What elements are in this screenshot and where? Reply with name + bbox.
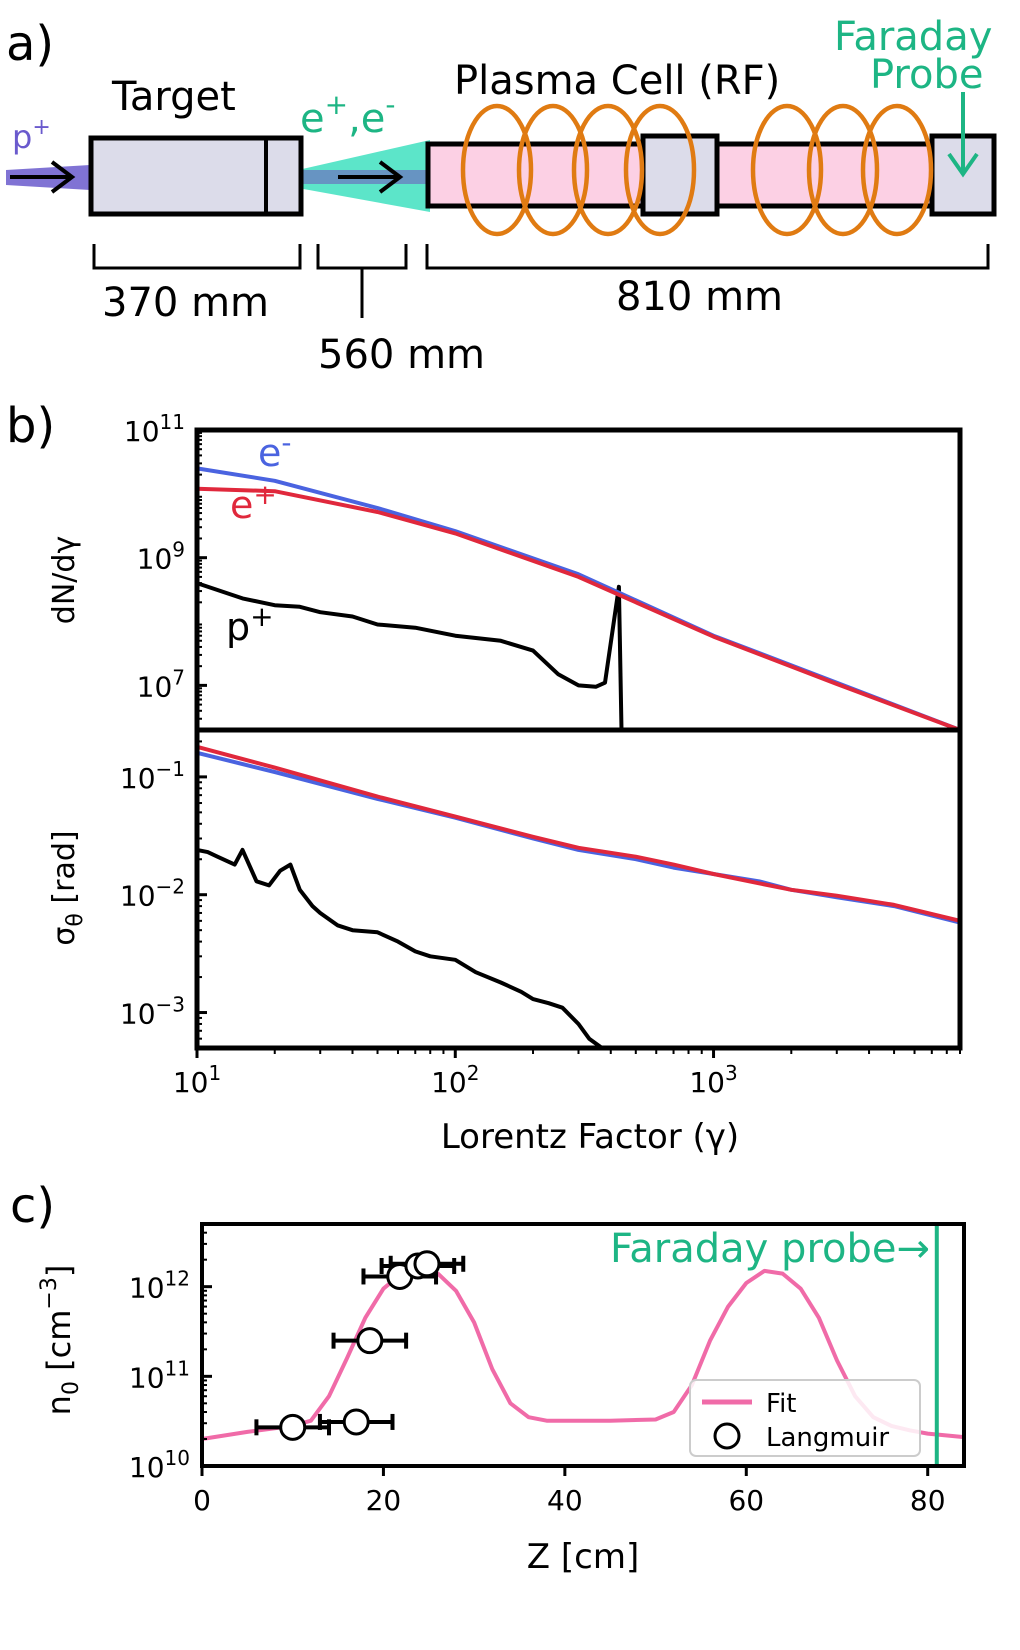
dim-target-label: 370 mm <box>102 280 269 326</box>
dim-gap-label: 560 mm <box>318 332 485 378</box>
y-tick-label: 10−3 <box>120 993 185 1031</box>
coil-3 <box>571 103 645 237</box>
x-tick-label: 40 <box>547 1484 583 1517</box>
series-label-eplus: e+ <box>230 478 277 527</box>
x-tick-label: 0 <box>193 1484 211 1517</box>
langmuir-point <box>279 1413 307 1441</box>
coil-7 <box>860 103 934 237</box>
x-axis-label-z: Z [cm] <box>527 1537 639 1577</box>
axes-frame-density <box>200 1222 966 1468</box>
y-axis-label-density: n0 [cm−3] <box>37 1265 84 1416</box>
coil-5 <box>750 103 824 237</box>
proton-label: p+ <box>12 115 51 156</box>
dimension-brackets <box>92 244 990 318</box>
bracket-gap <box>316 244 408 270</box>
langmuir-point <box>413 1250 441 1278</box>
x-axis-label-lorentz: Lorentz Factor (γ) <box>441 1117 739 1157</box>
pair-arrow-head <box>378 160 404 194</box>
y-tick-label: 1010 <box>129 1446 190 1484</box>
x-tick-label: 101 <box>173 1061 221 1099</box>
y-tick-label: 107 <box>137 665 185 703</box>
series-line-pplus <box>196 581 624 731</box>
legend-langmuir-swatch <box>713 1422 741 1450</box>
series-label-eminus: e- <box>258 426 292 475</box>
y-tick-label: 1012 <box>129 1267 190 1305</box>
bracket-cell <box>425 244 990 270</box>
mid-block <box>640 133 720 217</box>
y-tick-label: 1011 <box>129 1356 190 1394</box>
x-tick-label: 20 <box>366 1484 402 1517</box>
panel-a-label: a) <box>6 16 54 72</box>
panel-c-label: c) <box>10 1178 55 1234</box>
coil-6 <box>806 103 880 237</box>
y-tick-label: 10−2 <box>120 875 185 913</box>
bracket-target <box>92 244 302 270</box>
y-tick-label: 109 <box>137 538 185 576</box>
coil-1 <box>460 103 534 237</box>
panel-b-label: b) <box>6 398 55 454</box>
x-tick-label: 60 <box>728 1484 764 1517</box>
x-tick-label: 102 <box>431 1061 479 1099</box>
sigma-line-eplus <box>196 744 961 923</box>
faraday-label-line2: Probe <box>870 52 983 98</box>
legend-fit-label: Fit <box>766 1389 796 1419</box>
faraday-probe-annotation: Faraday probe→ <box>610 1226 930 1272</box>
faraday-label-line1: Faraday <box>834 14 992 60</box>
legend-langmuir-label: Langmuir <box>766 1423 889 1453</box>
langmuir-point <box>342 1408 370 1436</box>
chart-dndgamma: 1011 109 107 dN/dγ e-e+ p+ <box>47 410 963 733</box>
series-line-eplus <box>196 486 961 732</box>
x-tick-label: 103 <box>689 1061 737 1099</box>
series-label-pplus: p+ <box>226 600 274 649</box>
y-tick-label: 10−1 <box>120 757 185 795</box>
target-label: Target <box>111 74 236 120</box>
plasma-cell-label: Plasma Cell (RF) <box>454 58 780 104</box>
coil-4 <box>623 103 697 237</box>
sigma-line-pplus <box>196 847 604 1050</box>
coil-2 <box>516 103 590 237</box>
target-box <box>88 135 304 217</box>
y-axis-label-sigma: σθ [rad] <box>47 830 88 945</box>
chart-sigma: 10−1 10−2 10−3 101 102 103 σθ [rad] <box>47 727 963 1099</box>
x-tick-label: 80 <box>910 1484 946 1517</box>
fit-line <box>201 1266 965 1441</box>
y-axis-label-dndgamma: dN/dγ <box>47 536 82 624</box>
proton-arrow-head <box>50 160 76 194</box>
legend-box <box>689 1379 921 1457</box>
dim-cell-label: 810 mm <box>616 274 783 320</box>
langmuir-point <box>356 1327 384 1355</box>
legend: Fit Langmuir <box>689 1379 921 1457</box>
series-line-eminus <box>196 466 961 732</box>
rf-coils <box>460 103 934 237</box>
faraday-arrow-head <box>947 152 979 178</box>
y-tick-label: 1011 <box>124 410 185 448</box>
pair-label: e+,e- <box>300 88 396 142</box>
